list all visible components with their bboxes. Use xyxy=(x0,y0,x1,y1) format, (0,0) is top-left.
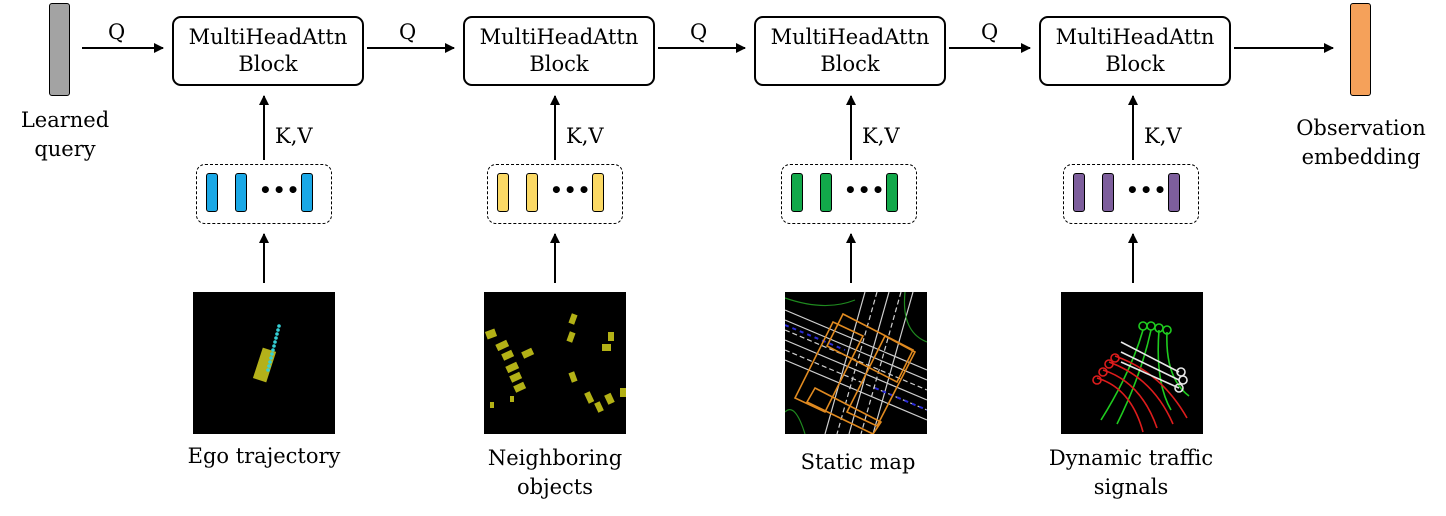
token xyxy=(206,173,218,212)
static-map-token-set: ••• xyxy=(781,164,917,224)
ego-token-set: ••• xyxy=(196,164,332,224)
kv-label-1: K,V xyxy=(275,124,313,148)
q-label-4: Q xyxy=(981,20,999,44)
attn-block-title: MultiHeadAttn xyxy=(770,25,930,49)
traffic-signals-render xyxy=(1092,321,1190,433)
q-label-2: Q xyxy=(399,20,417,44)
learned-query-label-line2: query xyxy=(34,137,96,161)
attn-block-subtitle: Block xyxy=(1105,52,1165,76)
q-label-1: Q xyxy=(108,20,126,44)
token xyxy=(592,173,604,212)
token xyxy=(1073,173,1085,212)
attn-block-title: MultiHeadAttn xyxy=(1055,25,1215,49)
attn-block-subtitle: Block xyxy=(820,52,880,76)
caption-neighboring-objects: Neighboring objects xyxy=(450,444,660,502)
attn-block-title: MultiHeadAttn xyxy=(188,25,348,49)
token xyxy=(1102,173,1114,212)
crosswalks xyxy=(793,312,917,434)
caption-dynamic-traffic-signals: Dynamic traffic signals xyxy=(1026,444,1236,502)
white-signal-lanes xyxy=(1120,341,1188,393)
token xyxy=(301,173,313,212)
attn-block-subtitle: Block xyxy=(529,52,589,76)
token xyxy=(1168,173,1180,212)
ellipsis: ••• xyxy=(844,178,886,202)
attn-block-traffic-signals: MultiHeadAttn Block xyxy=(1039,16,1231,86)
token xyxy=(886,173,898,212)
token xyxy=(820,173,832,212)
attn-block-ego: MultiHeadAttn Block xyxy=(172,16,364,86)
learned-query-label: Learned query xyxy=(0,106,170,164)
token xyxy=(235,173,247,212)
traffic-signal-token-set: ••• xyxy=(1063,164,1199,224)
neighboring-objects-image xyxy=(484,292,626,434)
traffic-signals-image xyxy=(1061,292,1203,434)
lane-centerlines xyxy=(785,324,927,411)
attn-block-neighbors: MultiHeadAttn Block xyxy=(463,16,655,86)
attn-block-static-map: MultiHeadAttn Block xyxy=(754,16,946,86)
kv-label-2: K,V xyxy=(566,124,604,148)
caption-line2: signals xyxy=(1093,475,1169,499)
token xyxy=(791,173,803,212)
caption-line1: Ego trajectory xyxy=(187,444,341,468)
observation-embedding-vector xyxy=(1350,3,1371,96)
static-map-image xyxy=(785,292,927,434)
static-map-render xyxy=(785,292,927,434)
token xyxy=(497,173,509,212)
learned-query-vector xyxy=(49,3,70,96)
kv-label-4: K,V xyxy=(1144,124,1182,148)
caption-static-map: Static map xyxy=(753,448,963,477)
learned-query-label-line1: Learned xyxy=(20,108,110,132)
ellipsis: ••• xyxy=(550,178,592,202)
ego-trajectory-points xyxy=(266,324,281,372)
ellipsis: ••• xyxy=(259,178,301,202)
attn-block-title: MultiHeadAttn xyxy=(479,25,639,49)
red-signal-lanes xyxy=(1092,353,1188,433)
neighbor-token-set: ••• xyxy=(487,164,623,224)
caption-line1: Neighboring xyxy=(487,446,623,470)
observation-embedding-label: Observation embedding xyxy=(1261,114,1446,172)
token xyxy=(526,173,538,212)
road-boundaries xyxy=(785,292,927,434)
neighboring-objects-render xyxy=(484,313,626,413)
caption-line2: objects xyxy=(516,475,593,499)
caption-ego-trajectory: Ego trajectory xyxy=(159,442,369,471)
ego-trajectory-image xyxy=(193,292,335,434)
ellipsis: ••• xyxy=(1126,178,1168,202)
observation-embedding-label-line2: embedding xyxy=(1301,145,1421,169)
lane-lines xyxy=(785,292,927,434)
ego-vehicle xyxy=(252,347,277,383)
neighbor-boxes xyxy=(484,313,626,413)
caption-line1: Dynamic traffic xyxy=(1048,446,1214,470)
attn-block-subtitle: Block xyxy=(238,52,298,76)
caption-line1: Static map xyxy=(800,450,916,474)
q-label-3: Q xyxy=(690,20,708,44)
observation-embedding-label-line1: Observation xyxy=(1296,116,1426,140)
kv-label-3: K,V xyxy=(862,124,900,148)
ego-trajectory-render xyxy=(252,324,281,383)
